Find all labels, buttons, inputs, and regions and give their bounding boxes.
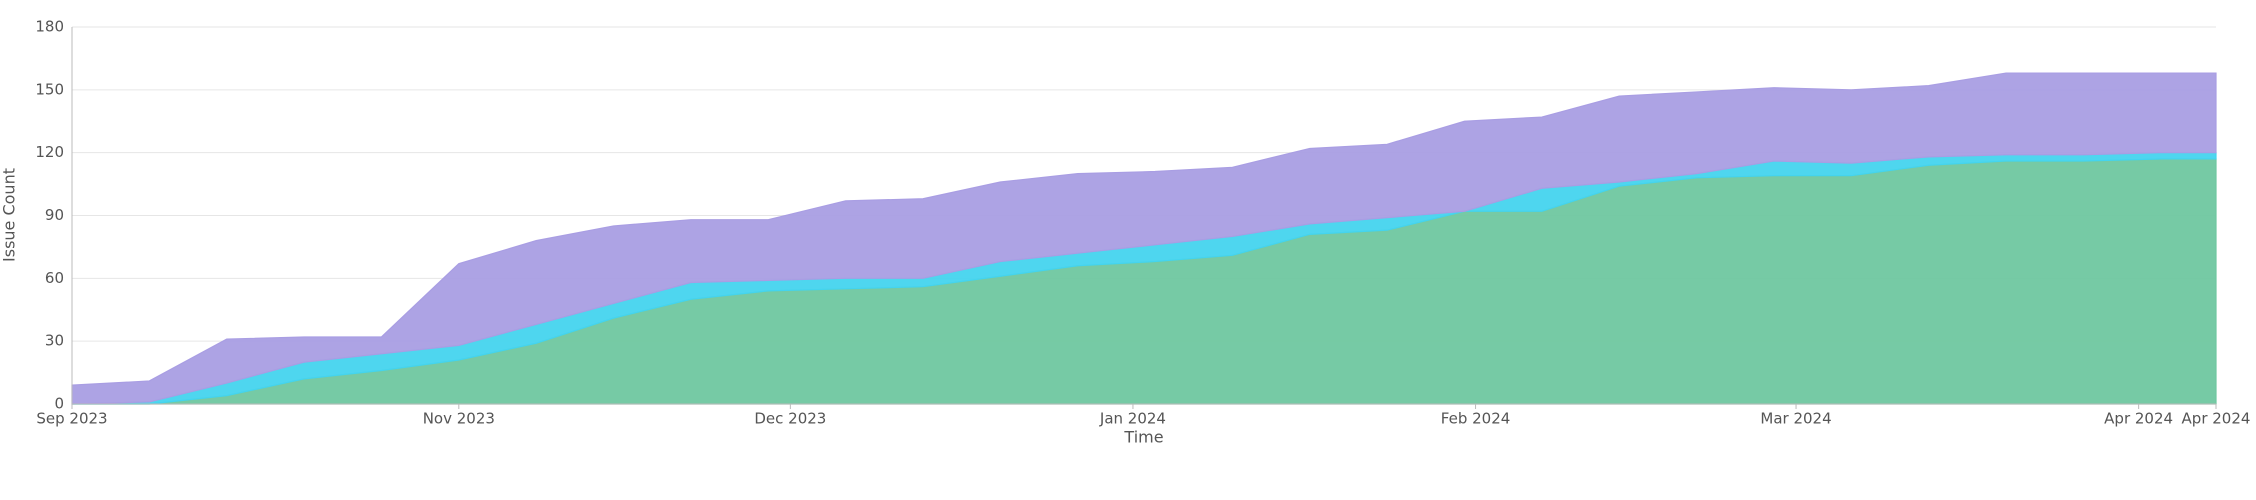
y-tick-label: 0 — [54, 395, 64, 413]
x-tick-label: Apr 2024 — [2104, 410, 2173, 428]
x-tick-label: Apr 2024 — [2182, 410, 2251, 428]
y-tick-label: 120 — [35, 143, 64, 161]
y-tick-label: 180 — [35, 18, 64, 36]
x-tick-label: Jan 2024 — [1099, 410, 1166, 428]
y-tick-label: 30 — [45, 332, 64, 350]
y-tick-label: 60 — [45, 269, 64, 287]
x-tick-label: Mar 2024 — [1760, 410, 1831, 428]
area — [71, 72, 2217, 405]
x-tick-label: Nov 2023 — [423, 410, 495, 428]
y-tick-label: 150 — [35, 80, 64, 98]
x-tick-label: Feb 2024 — [1441, 410, 1511, 428]
x-tick-label: Dec 2023 — [754, 410, 826, 428]
x-axis-label: Time — [1123, 428, 1163, 447]
x-tick-label: Sep 2023 — [36, 410, 107, 428]
y-axis-label: Issue Count — [0, 168, 19, 262]
y-tick-label: 90 — [45, 206, 64, 224]
